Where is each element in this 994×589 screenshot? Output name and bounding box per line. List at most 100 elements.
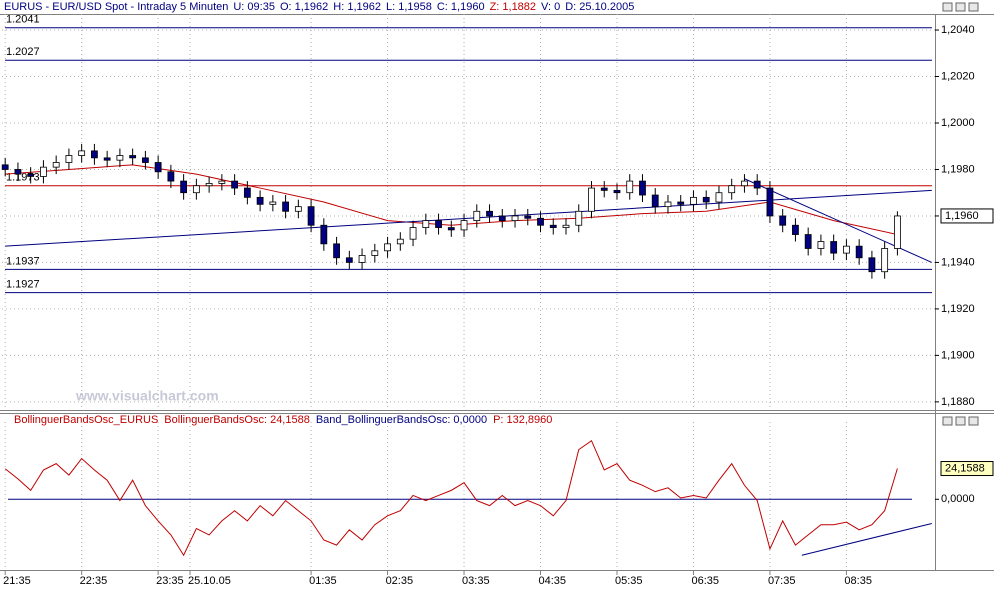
- last-value-box: [940, 461, 994, 477]
- level-label: 1.1937: [6, 255, 40, 267]
- y-tick-label: 1,1880: [941, 396, 975, 408]
- y-tick-label: 1,2040: [941, 24, 975, 36]
- candle-body: [549, 224, 557, 228]
- candle-body: [52, 162, 60, 168]
- candle-body: [817, 241, 825, 249]
- candle-body: [881, 248, 889, 273]
- candle-body: [855, 245, 863, 259]
- header: BollinguerBandsOsc_EURUS BollinguerBandsO…: [14, 414, 552, 426]
- candle-body: [396, 238, 404, 245]
- candle-body: [626, 180, 634, 194]
- candle-body: [1, 164, 9, 170]
- candle-body: [511, 215, 519, 221]
- series-line: [4, 439, 898, 557]
- x-tick-label: 04:35: [539, 575, 567, 587]
- candle-body: [282, 201, 289, 212]
- window-buttons[interactable]: [942, 2, 979, 426]
- candle-body: [256, 196, 264, 205]
- info-item: V: 0: [541, 1, 560, 13]
- candle-body: [141, 157, 149, 163]
- x-tick-label: 05:35: [615, 575, 643, 587]
- candle-body: [116, 155, 124, 161]
- last-value-label: 1,1960: [945, 210, 979, 222]
- candle-body: [562, 224, 570, 228]
- y-tick-label: 0,0000: [941, 493, 975, 505]
- candle-body: [741, 180, 748, 187]
- candle-body: [129, 155, 137, 159]
- minimize-button[interactable]: [942, 416, 953, 426]
- candle-body: [435, 220, 442, 228]
- info-item: O: 1,1962: [280, 1, 328, 13]
- candle-body: [192, 185, 200, 194]
- maximize-button[interactable]: [955, 416, 966, 426]
- info-item: H: 1,1962: [333, 1, 381, 13]
- y-tick-label: 1,2000: [941, 117, 975, 129]
- candle-body: [537, 217, 544, 226]
- candle-body: [294, 206, 302, 212]
- info-item: U: 09:35: [233, 1, 275, 13]
- info-item: P: 132,8960: [493, 414, 552, 426]
- candle-body: [600, 187, 608, 191]
- candle-body: [715, 192, 723, 203]
- candle-body: [358, 255, 366, 263]
- candle-body: [677, 201, 685, 205]
- watermark: www.visualchart.com: [75, 388, 219, 404]
- candle-body: [14, 169, 22, 175]
- level-label: 1.2027: [6, 46, 40, 58]
- candle-body: [91, 150, 98, 159]
- candle-body: [690, 196, 697, 205]
- candle-body: [779, 215, 787, 226]
- candle-body: [843, 245, 850, 254]
- candle-body: [40, 166, 47, 177]
- candle-body: [154, 162, 162, 173]
- candle-body: [180, 180, 188, 194]
- candle-body: [218, 180, 226, 184]
- maximize-button[interactable]: [955, 2, 966, 12]
- candle-body: [78, 150, 86, 156]
- legend-entry: BollinguerBandsOsc_EURUS: [14, 414, 158, 426]
- candle-body: [422, 220, 430, 228]
- candle-body: [766, 187, 774, 217]
- info-item: Band_BollinguerBandsOsc: 0,0000: [316, 414, 487, 426]
- candle-body: [320, 224, 328, 245]
- y-tick-label: 1,2020: [941, 70, 975, 82]
- x-tick-label: 01:35: [309, 575, 337, 587]
- level-label: 1.1927: [6, 279, 40, 291]
- candle-body: [486, 210, 493, 217]
- candle-body: [167, 171, 175, 182]
- x-tick-label: 23:35: [156, 575, 184, 587]
- candle-body: [893, 215, 901, 249]
- minimize-button[interactable]: [942, 2, 953, 12]
- x-tick-label: 02:35: [386, 575, 414, 587]
- candle-body: [613, 189, 621, 194]
- candle-body: [588, 187, 595, 212]
- candle-body: [728, 185, 736, 194]
- candle-body: [702, 196, 710, 203]
- y-tick-label: 1,1900: [941, 349, 975, 361]
- x-tick-label: 21:35: [3, 575, 31, 587]
- candle-body: [307, 206, 315, 226]
- candle-body: [792, 224, 799, 235]
- x-tick-label: 22:35: [80, 575, 108, 587]
- header: EURUS - EUR/USD Spot - Intraday 5 Minute…: [4, 1, 634, 13]
- candle-body: [269, 201, 277, 205]
- y-tick-label: 1,1920: [941, 303, 975, 315]
- x-tick-label: 08:35: [844, 575, 872, 587]
- x-tick-label: 06:35: [691, 575, 719, 587]
- candle-body: [868, 257, 876, 273]
- candle-body: [804, 234, 812, 249]
- chart-title: EURUS - EUR/USD Spot - Intraday 5 Minute…: [4, 1, 228, 13]
- close-button[interactable]: [968, 416, 979, 426]
- candle-body: [460, 220, 468, 231]
- candle-body: [205, 183, 213, 187]
- info-item: BollinguerBandsOsc: 24,1588: [164, 414, 310, 426]
- info-item: D: 25.10.2005: [565, 1, 634, 13]
- candle-body: [639, 180, 646, 196]
- candle-body: [830, 241, 838, 254]
- close-button[interactable]: [968, 2, 979, 12]
- last-value-label: 24,1588: [945, 462, 985, 474]
- candle-body: [753, 180, 761, 189]
- candle-body: [651, 194, 659, 208]
- trend-line: [5, 189, 932, 247]
